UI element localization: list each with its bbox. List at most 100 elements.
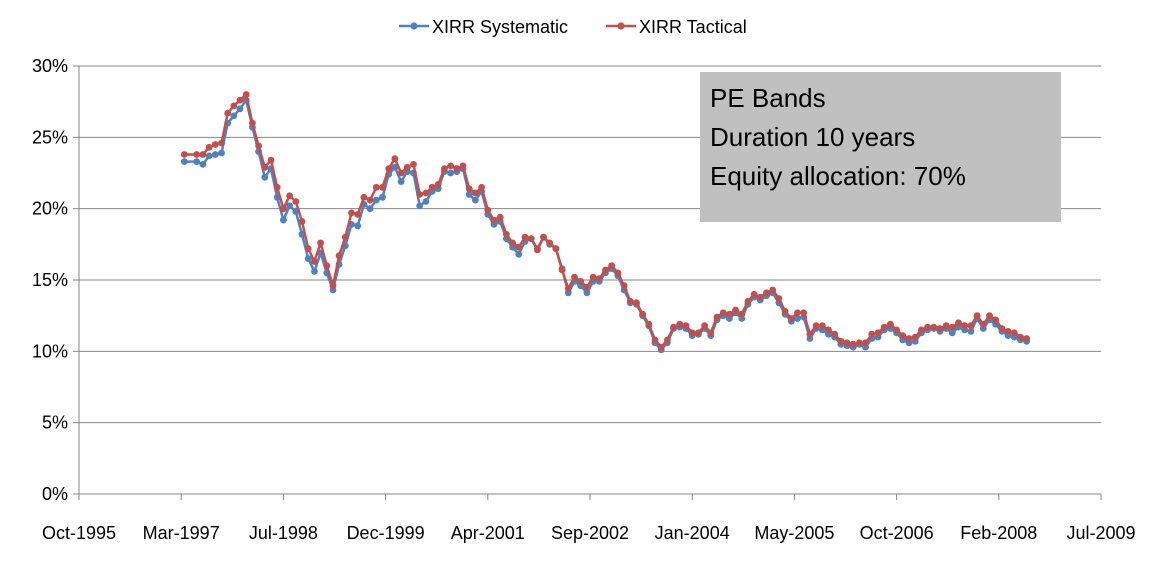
data-point xyxy=(1004,328,1012,335)
data-point xyxy=(1010,329,1018,337)
data-point xyxy=(199,151,207,158)
data-point xyxy=(218,149,225,157)
data-point xyxy=(620,282,628,290)
annotation-box: PE Bands Duration 10 years Equity allocati… xyxy=(700,72,1061,222)
data-point xyxy=(571,273,578,281)
data-point xyxy=(472,196,479,204)
data-point xyxy=(806,330,814,338)
y-tick-label: 20% xyxy=(32,199,68,219)
x-tick-label: Dec-1999 xyxy=(347,523,425,543)
x-tick-label: Sep-2002 xyxy=(551,523,629,543)
annotation-line: Equity allocation: 70% xyxy=(710,161,966,191)
y-tick-label: 25% xyxy=(32,127,68,147)
data-point xyxy=(372,196,380,204)
data-point xyxy=(515,250,523,258)
data-point xyxy=(558,266,566,274)
data-point xyxy=(750,290,758,298)
data-point xyxy=(794,315,801,322)
data-point xyxy=(726,310,733,318)
data-point xyxy=(682,322,690,330)
data-point xyxy=(880,323,888,331)
data-point xyxy=(249,119,256,127)
data-point xyxy=(936,325,944,332)
data-point xyxy=(614,269,622,277)
data-point xyxy=(564,285,572,292)
data-point xyxy=(825,326,832,334)
data-point xyxy=(298,218,306,225)
data-point xyxy=(887,320,894,328)
data-point xyxy=(317,239,324,247)
data-point xyxy=(707,329,715,337)
x-tick-label: Apr-2001 xyxy=(451,523,525,543)
x-tick-label: Jan-2004 xyxy=(655,523,730,543)
data-point xyxy=(948,329,956,337)
data-point xyxy=(552,245,560,253)
data-point xyxy=(503,230,510,238)
annotation-line: Duration 10 years xyxy=(710,122,915,152)
data-point xyxy=(986,312,993,320)
series-layer xyxy=(180,91,1031,354)
data-point xyxy=(360,193,368,201)
data-point xyxy=(391,155,399,163)
data-point xyxy=(812,322,820,330)
data-point xyxy=(465,191,473,198)
data-point xyxy=(837,337,845,345)
data-point xyxy=(657,343,665,351)
data-point xyxy=(626,298,634,305)
data-point xyxy=(230,102,238,110)
data-point xyxy=(205,152,213,160)
data-point xyxy=(1023,335,1031,342)
data-point xyxy=(589,273,597,281)
x-tick-label: Jul-1998 xyxy=(249,523,318,543)
data-point xyxy=(366,205,374,213)
data-point xyxy=(787,315,795,322)
data-point xyxy=(794,309,801,317)
data-point xyxy=(490,216,498,224)
data-point xyxy=(441,165,448,173)
data-point xyxy=(515,243,523,251)
data-point xyxy=(422,198,430,205)
data-point xyxy=(261,163,269,171)
data-point xyxy=(465,185,473,193)
data-point xyxy=(286,192,293,200)
data-point xyxy=(942,322,950,330)
data-point xyxy=(769,286,777,294)
data-point xyxy=(602,266,609,274)
data-point xyxy=(484,206,492,214)
data-point xyxy=(354,211,362,218)
x-tick-label: Oct-1995 xyxy=(42,523,116,543)
data-point xyxy=(756,293,764,301)
data-point xyxy=(422,189,430,197)
data-point xyxy=(992,316,1000,324)
y-tick-label: 5% xyxy=(42,413,68,433)
y-tick-label: 15% xyxy=(32,270,68,290)
data-point xyxy=(546,239,554,247)
data-point xyxy=(472,189,479,197)
data-point xyxy=(979,320,987,328)
data-point xyxy=(911,333,919,341)
data-point xyxy=(732,306,739,314)
data-point xyxy=(255,142,262,150)
y-tick-label: 0% xyxy=(42,484,68,504)
data-point xyxy=(428,183,436,191)
data-point xyxy=(633,299,640,307)
x-tick-label: May-2005 xyxy=(754,523,834,543)
data-point xyxy=(967,328,975,335)
legend-label: XIRR Tactical xyxy=(639,17,747,37)
data-point xyxy=(496,213,504,221)
data-point xyxy=(924,323,931,331)
data-point xyxy=(534,246,541,254)
data-point xyxy=(372,183,380,191)
annotation-line: PE Bands xyxy=(710,83,826,113)
data-point xyxy=(286,202,293,210)
data-point xyxy=(738,310,746,318)
data-point xyxy=(416,202,424,210)
data-point xyxy=(818,322,826,330)
data-point xyxy=(459,162,467,170)
data-point xyxy=(948,323,956,331)
data-point xyxy=(540,233,547,241)
data-point xyxy=(280,205,287,213)
data-point xyxy=(583,289,591,297)
data-point xyxy=(311,268,318,275)
data-point xyxy=(608,262,616,270)
